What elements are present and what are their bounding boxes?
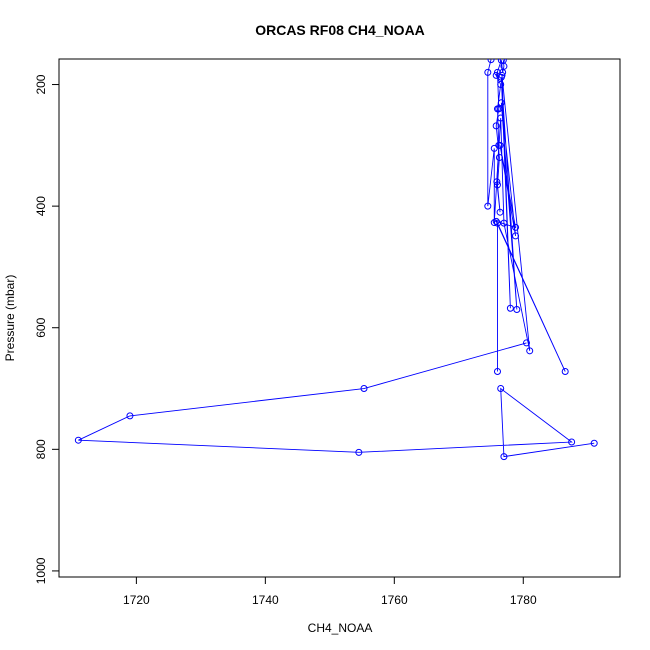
data-point bbox=[126, 412, 134, 420]
data-point bbox=[568, 438, 576, 446]
y-tick-label: 800 bbox=[34, 439, 48, 459]
data-point bbox=[512, 232, 520, 240]
y-tick-label: 200 bbox=[34, 74, 48, 94]
series-layer bbox=[74, 59, 598, 461]
data-point bbox=[523, 339, 530, 347]
data-point bbox=[492, 71, 500, 79]
data-point bbox=[492, 217, 500, 225]
data-point bbox=[499, 59, 507, 64]
data-point bbox=[355, 448, 363, 456]
x-tick-label: 1780 bbox=[510, 593, 537, 607]
data-point bbox=[497, 81, 505, 89]
data-point bbox=[484, 202, 492, 210]
y-axis-label: Pressure (mbar) bbox=[3, 275, 17, 362]
data-point bbox=[493, 368, 501, 376]
data-point bbox=[360, 385, 368, 393]
data-point bbox=[490, 219, 498, 227]
x-tick-label: 1720 bbox=[123, 593, 150, 607]
y-tick-label: 1000 bbox=[34, 557, 48, 584]
data-point bbox=[497, 99, 505, 107]
data-point bbox=[500, 62, 508, 70]
x-tick-label: 1740 bbox=[252, 593, 279, 607]
data-point bbox=[512, 223, 520, 231]
series-line bbox=[78, 342, 595, 458]
data-point bbox=[590, 439, 598, 447]
y-tick-label: 400 bbox=[34, 196, 48, 216]
y-tick-label: 600 bbox=[34, 317, 48, 337]
data-point bbox=[493, 105, 501, 113]
x-tick-label: 1760 bbox=[381, 593, 408, 607]
data-point bbox=[506, 304, 514, 312]
data-point bbox=[495, 153, 503, 161]
chart-title: ORCAS RF08 CH4_NOAA bbox=[255, 22, 425, 38]
data-point bbox=[497, 114, 505, 122]
data-point bbox=[513, 305, 521, 313]
data-point bbox=[526, 347, 534, 355]
data-point bbox=[496, 208, 504, 216]
data-point bbox=[499, 68, 507, 76]
y-axis: 200 400 600 800 1000 bbox=[34, 74, 60, 584]
data-point bbox=[484, 68, 492, 76]
data-point bbox=[493, 178, 501, 186]
data-point bbox=[493, 181, 501, 189]
data-point bbox=[492, 122, 500, 130]
data-point bbox=[495, 141, 503, 149]
data-point bbox=[500, 219, 508, 227]
data-point bbox=[500, 453, 508, 461]
data-point bbox=[497, 59, 505, 64]
x-axis-label: CH4_NOAA bbox=[308, 621, 373, 635]
data-point bbox=[487, 59, 495, 64]
data-point bbox=[497, 385, 505, 393]
x-axis: 1720 1740 1760 1780 bbox=[123, 576, 537, 607]
data-point bbox=[74, 436, 82, 444]
data-point bbox=[561, 368, 569, 376]
